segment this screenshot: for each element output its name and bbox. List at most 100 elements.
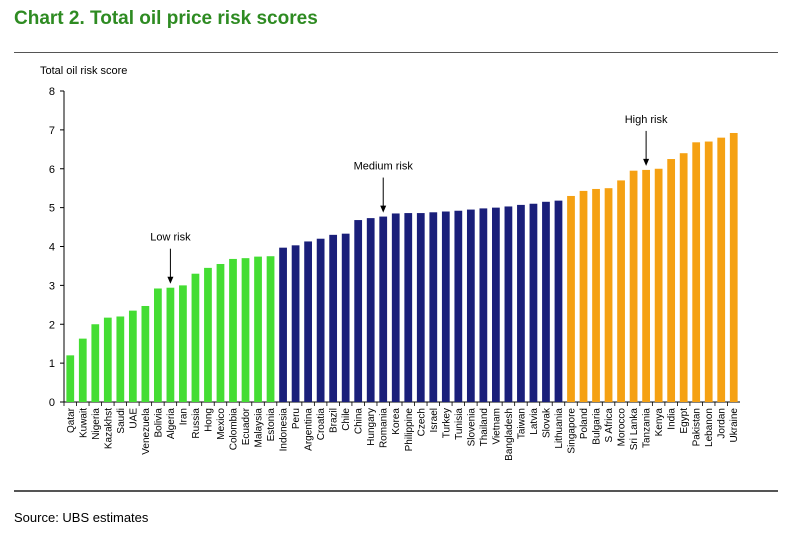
- x-tick-label: Venezuela: [141, 408, 152, 455]
- bar: [517, 204, 525, 402]
- bar: [441, 211, 450, 402]
- x-tick-label: Hong: [203, 408, 214, 432]
- bar: [667, 159, 676, 402]
- x-tick-label: Philippine: [404, 408, 415, 452]
- y-tick-label: 8: [49, 86, 55, 98]
- x-tick-label: Czech: [416, 408, 427, 436]
- bar: [492, 207, 500, 403]
- x-tick-label: Bulgaria: [592, 408, 603, 445]
- x-tick-label: Nigeria: [91, 408, 102, 440]
- x-tick-label: Jordan: [717, 408, 728, 439]
- x-tick-label: Lithuania: [554, 408, 565, 449]
- bar: [466, 209, 475, 402]
- x-tick-label: Tunisia: [454, 408, 465, 440]
- x-tick-label: Hungary: [366, 408, 377, 446]
- x-tick-label: Vietnam: [491, 408, 502, 445]
- x-tick-label: Indonesia: [279, 408, 290, 452]
- x-tick-label: S Africa: [604, 408, 615, 443]
- bar: [229, 258, 237, 402]
- y-tick-label: 2: [49, 319, 55, 331]
- x-tick-label: Saudi: [116, 408, 127, 434]
- x-tick-label: Turkey: [441, 408, 452, 438]
- bar: [116, 316, 125, 402]
- x-tick-label: Slovak: [541, 407, 552, 438]
- bar: [191, 273, 200, 402]
- bar: [166, 287, 175, 402]
- bottom-divider: [14, 490, 778, 492]
- bar: [704, 141, 713, 403]
- bar: [291, 245, 300, 402]
- bar: [679, 153, 688, 402]
- x-tick-label: Brazil: [329, 408, 340, 433]
- x-tick-label: Latvia: [529, 408, 540, 435]
- annotation-arrow-head: [380, 205, 387, 213]
- x-tick-label: Sri Lanka: [629, 408, 640, 451]
- y-tick-label: 3: [49, 280, 55, 292]
- bars: [66, 132, 738, 403]
- bar: [404, 213, 413, 402]
- bar: [579, 190, 588, 402]
- bar: [204, 267, 212, 402]
- x-tick-label: Malaysia: [254, 408, 265, 448]
- y-tick-label: 0: [49, 397, 55, 409]
- bar: [429, 212, 438, 402]
- x-tick-label: Thailand: [479, 408, 490, 446]
- y-axis-label: Total oil risk score: [40, 65, 127, 77]
- bar: [604, 188, 613, 402]
- top-divider: [14, 52, 778, 53]
- x-tick-label: Kazakhst: [103, 408, 114, 449]
- x-tick-label: Poland: [579, 408, 590, 439]
- x-tick-label: Taiwan: [516, 408, 527, 439]
- x-tick-label: Bolivia: [153, 408, 164, 438]
- bar: [479, 208, 488, 402]
- x-axis-labels: Qatar Kuwait Nigeria Kazakhst Saudi UAE Venezu…: [63, 402, 740, 461]
- x-tick-label: Chile: [341, 408, 352, 431]
- bar: [629, 170, 638, 402]
- bar: [692, 142, 701, 402]
- x-tick-label: Korea: [391, 408, 402, 435]
- risk-annotation-label: High risk: [625, 114, 668, 126]
- y-tick-label: 1: [49, 358, 55, 370]
- x-tick-label: Kuwait: [78, 408, 89, 438]
- bar: [329, 234, 338, 402]
- x-tick-label: China: [354, 408, 365, 435]
- bar: [366, 218, 375, 402]
- bar: [592, 188, 600, 402]
- bar: [78, 338, 87, 402]
- risk-annotation-label: Low risk: [150, 232, 191, 244]
- x-tick-label: Tanzania: [642, 408, 653, 448]
- bar: [128, 310, 137, 402]
- bar: [103, 317, 112, 402]
- x-tick-label: Algeria: [166, 408, 177, 440]
- bar: [504, 206, 513, 402]
- bar: [654, 168, 663, 402]
- bar: [304, 241, 312, 402]
- bar: [279, 247, 287, 402]
- bar: [617, 180, 625, 402]
- bar: [266, 256, 275, 402]
- bar: [567, 195, 575, 402]
- x-tick-label: Lebanon: [704, 408, 715, 447]
- bar: [554, 200, 563, 402]
- bar: [66, 355, 75, 402]
- bar: [642, 169, 650, 402]
- bar: [729, 132, 738, 403]
- x-tick-label: Ukraine: [729, 408, 740, 443]
- x-tick-label: Kenya: [654, 408, 665, 437]
- x-tick-label: Singapore: [567, 408, 578, 454]
- x-tick-label: UAE: [128, 408, 139, 429]
- risk-annotations: Low risk Medium risk High risk: [150, 114, 668, 284]
- x-tick-label: Mexico: [216, 408, 227, 440]
- x-tick-label: Iran: [178, 408, 189, 425]
- bar: [529, 203, 538, 402]
- chart-title: Chart 2. Total oil price risk scores: [14, 8, 318, 29]
- x-tick-label: Russia: [191, 408, 202, 439]
- x-tick-label: Estonia: [266, 408, 277, 442]
- x-tick-label: Argentina: [304, 408, 315, 451]
- annotation-arrow-head: [643, 158, 650, 166]
- x-tick-label: Egypt: [679, 408, 690, 434]
- bar: [354, 220, 363, 402]
- x-tick-label: Ecuador: [241, 407, 252, 445]
- bar: [179, 285, 187, 403]
